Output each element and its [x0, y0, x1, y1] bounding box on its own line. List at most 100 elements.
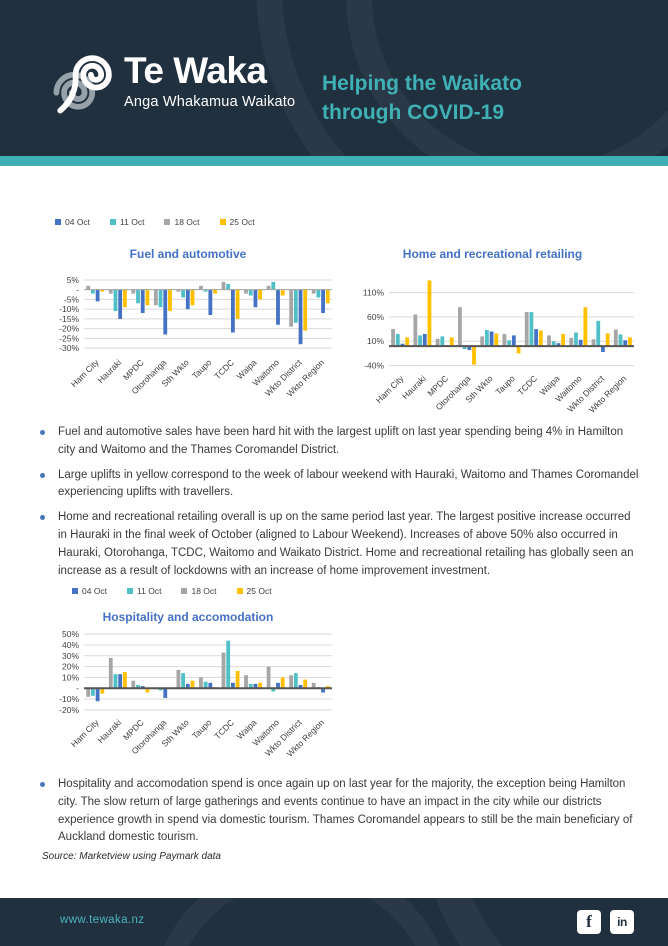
- legend-item: 04 Oct: [72, 586, 107, 596]
- y-tick-label: 40%: [62, 640, 79, 650]
- y-tick-label: -30%: [59, 343, 79, 353]
- y-tick-label: 5%: [67, 275, 80, 285]
- bar: [136, 684, 140, 689]
- bar: [489, 331, 494, 347]
- legend-label: 04 Oct: [65, 217, 91, 227]
- bar: [258, 682, 263, 689]
- bar: [131, 289, 136, 294]
- y-tick-label: -10%: [59, 694, 79, 704]
- x-category-label: Ham City: [69, 717, 101, 749]
- x-category-label: Hauraki: [400, 373, 428, 401]
- hospitality-bar-chart: 50%40%30%20%10%--10%-20%Ham CityHaurakiM…: [59, 629, 332, 759]
- bar: [235, 670, 240, 689]
- bar: [298, 289, 303, 345]
- bar: [458, 307, 462, 347]
- bar: [122, 289, 127, 308]
- bar: [266, 285, 271, 290]
- legend-item: 04 Oct: [55, 217, 90, 227]
- bar: [190, 680, 195, 689]
- commentary-list: Fuel and automotive sales have been hard…: [40, 424, 640, 588]
- logo-title: Te Waka: [124, 50, 267, 91]
- bar: [86, 688, 91, 697]
- legend-item: 18 Oct: [181, 586, 217, 596]
- chart-title-home-retail: Home and recreational retailing: [402, 247, 583, 261]
- x-category-label: TCDC: [212, 717, 236, 741]
- bar: [118, 289, 123, 319]
- x-category-label: Hauraki: [95, 717, 123, 745]
- bar: [422, 333, 427, 347]
- legend-label: 11 Oct: [137, 586, 162, 596]
- bar: [524, 312, 529, 347]
- y-tick-label: 10%: [367, 336, 384, 346]
- bar: [618, 334, 623, 347]
- bar: [176, 669, 181, 689]
- bar: [158, 688, 163, 691]
- legend-label: 04 Oct: [82, 586, 108, 596]
- bar: [266, 666, 271, 689]
- bar: [293, 673, 298, 689]
- bar: [244, 675, 248, 689]
- decorative-arc: [150, 898, 454, 946]
- x-category-label: Taupo: [493, 373, 517, 397]
- bar: [293, 289, 298, 323]
- chart-title-hospitality: Hospitality and accomodation: [102, 610, 274, 624]
- bar: [145, 289, 150, 306]
- y-tick-label: 10%: [62, 672, 79, 682]
- x-category-label: TCDC: [212, 357, 236, 381]
- linkedin-icon[interactable]: in: [610, 910, 634, 934]
- bar: [547, 335, 551, 347]
- bar: [413, 314, 418, 347]
- bar: [462, 346, 467, 350]
- bar: [136, 289, 140, 304]
- legend-swatch: [181, 588, 188, 594]
- bar: [321, 289, 325, 314]
- list-item: Large uplifts in yellow correspond to th…: [40, 467, 640, 503]
- bar: [538, 330, 543, 347]
- bar: [596, 320, 601, 347]
- bar: [168, 289, 172, 312]
- website-link[interactable]: www.tewaka.nz: [60, 914, 145, 926]
- bullet-icon: [40, 472, 45, 478]
- bar: [311, 682, 316, 689]
- chart-legend-bottom: 04 Oct 11 Oct 18 Oct 25 Oct: [72, 586, 272, 596]
- bar: [511, 335, 516, 347]
- bar: [556, 343, 561, 347]
- x-category-label: TCDC: [515, 373, 539, 397]
- bar: [226, 283, 231, 290]
- legend-swatch: [219, 219, 226, 225]
- bar: [289, 289, 294, 327]
- bar: [108, 289, 113, 294]
- bar: [140, 289, 145, 314]
- bar: [158, 289, 163, 308]
- bar: [153, 289, 158, 306]
- legend-label: 25 Oct: [246, 586, 272, 596]
- bar: [95, 688, 100, 702]
- y-tick-label: 60%: [367, 312, 384, 322]
- bar: [298, 684, 303, 689]
- legend-swatch: [72, 588, 78, 594]
- legend-item: 11 Oct: [110, 217, 144, 227]
- bar: [325, 289, 330, 304]
- legend-swatch: [55, 219, 61, 225]
- bar: [100, 688, 105, 694]
- bar: [583, 307, 588, 347]
- legend-swatch: [127, 588, 134, 594]
- bar: [276, 682, 280, 689]
- bar: [221, 281, 226, 290]
- y-tick-label: 110%: [363, 288, 385, 298]
- y-tick-label: 50%: [62, 629, 79, 639]
- te-waka-logo: Te Waka Anga Whakamua Waikato: [50, 50, 295, 118]
- bar: [185, 289, 190, 310]
- bar: [176, 289, 181, 292]
- bar: [108, 657, 113, 689]
- legend-item: 25 Oct: [236, 586, 272, 596]
- bar: [100, 289, 105, 292]
- facebook-icon[interactable]: f: [577, 910, 601, 934]
- bullet-icon: [40, 430, 45, 435]
- bar: [280, 677, 285, 689]
- bar: [113, 674, 118, 689]
- bar: [303, 679, 308, 689]
- bar: [502, 333, 507, 347]
- legend-swatch: [236, 588, 243, 594]
